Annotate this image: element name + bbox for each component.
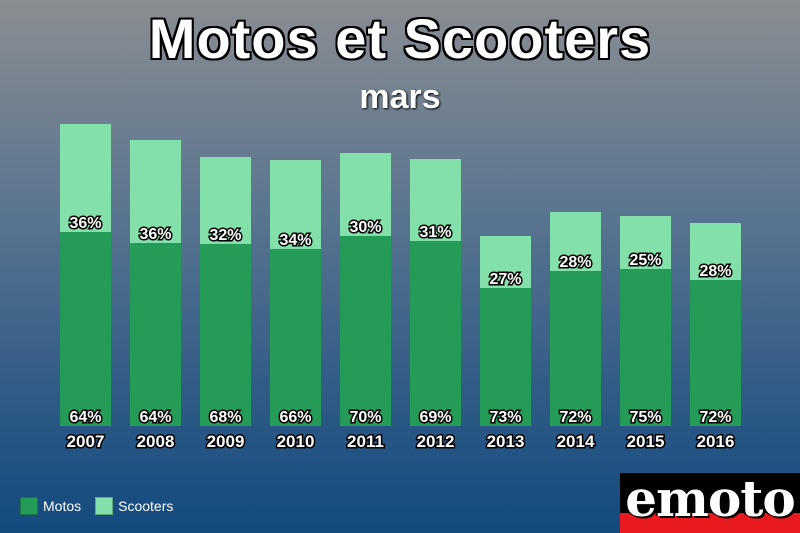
data-label-motos-2016: 72% bbox=[699, 409, 731, 426]
chart-subtitle: mars bbox=[359, 78, 441, 116]
data-label-scooters-2013: 27% bbox=[489, 271, 521, 288]
data-label-scooters-2016: 28% bbox=[699, 263, 731, 280]
logo-text: emoto bbox=[625, 473, 796, 528]
data-label-scooters-2008: 36% bbox=[139, 226, 171, 243]
data-label-scooters-2010: 34% bbox=[279, 232, 311, 249]
x-tick-label-2016: 2016 bbox=[697, 432, 735, 451]
bar-scooters-2009 bbox=[200, 157, 251, 244]
bar-scooters-2010 bbox=[270, 160, 321, 249]
legend: Motos Scooters bbox=[20, 497, 187, 515]
bar-motos-2008 bbox=[130, 243, 181, 426]
x-tick-label-2009: 2009 bbox=[207, 432, 245, 451]
data-label-motos-2008: 64% bbox=[139, 409, 171, 426]
legend-label-scooters: Scooters bbox=[118, 498, 174, 514]
data-label-motos-2013: 73% bbox=[489, 409, 521, 426]
bar-motos-2009 bbox=[200, 244, 251, 426]
bar-motos-2015 bbox=[620, 269, 671, 426]
data-label-scooters-2014: 28% bbox=[559, 254, 591, 271]
data-label-motos-2015: 75% bbox=[629, 409, 661, 426]
data-label-motos-2011: 70% bbox=[349, 409, 381, 426]
data-label-motos-2012: 69% bbox=[419, 409, 451, 426]
x-tick-label-2013: 2013 bbox=[487, 432, 525, 451]
data-label-scooters-2012: 31% bbox=[419, 224, 451, 241]
x-tick-label-2012: 2012 bbox=[417, 432, 455, 451]
bar-scooters-2012 bbox=[410, 159, 461, 241]
data-label-motos-2014: 72% bbox=[559, 409, 591, 426]
bar-motos-2014 bbox=[550, 271, 601, 426]
x-tick-label-2011: 2011 bbox=[347, 432, 384, 451]
data-label-scooters-2009: 32% bbox=[209, 227, 241, 244]
bar-motos-2007 bbox=[60, 232, 111, 426]
bar-scooters-2011 bbox=[340, 153, 391, 236]
data-label-motos-2007: 64% bbox=[69, 409, 101, 426]
data-label-motos-2010: 66% bbox=[279, 409, 311, 426]
legend-item-motos: Motos bbox=[20, 497, 81, 515]
data-label-motos-2009: 68% bbox=[209, 409, 241, 426]
bar-scooters-2013 bbox=[480, 236, 531, 288]
x-tick-label-2014: 2014 bbox=[557, 432, 595, 451]
bar-motos-2012 bbox=[410, 241, 461, 426]
bar-motos-2013 bbox=[480, 288, 531, 426]
chart-title: Motos et Scooters bbox=[148, 7, 652, 70]
bar-motos-2016 bbox=[690, 280, 741, 426]
bar-scooters-2008 bbox=[130, 140, 181, 243]
logo-red-band bbox=[620, 513, 800, 533]
bar-scooters-2014 bbox=[550, 212, 601, 271]
x-tick-label-2015: 2015 bbox=[627, 432, 665, 451]
legend-swatch-motos bbox=[20, 497, 38, 515]
bar-motos-2010 bbox=[270, 249, 321, 426]
x-tick-label-2008: 2008 bbox=[137, 432, 175, 451]
data-label-scooters-2011: 30% bbox=[349, 219, 381, 236]
legend-label-motos: Motos bbox=[43, 498, 82, 514]
data-label-scooters-2015: 25% bbox=[629, 252, 661, 269]
bar-scooters-2007 bbox=[60, 124, 111, 232]
bar-scooters-2015 bbox=[620, 216, 671, 269]
data-label-scooters-2007: 36% bbox=[69, 215, 101, 232]
legend-swatch-scooters bbox=[95, 497, 114, 515]
bar-motos-2011 bbox=[340, 236, 391, 426]
x-tick-label-2010: 2010 bbox=[277, 432, 315, 451]
bar-scooters-2016 bbox=[690, 223, 741, 280]
emoto-logo[interactable]: emoto bbox=[620, 473, 800, 533]
legend-item-scooters: Scooters bbox=[95, 497, 173, 515]
x-tick-label-2007: 2007 bbox=[67, 432, 105, 451]
